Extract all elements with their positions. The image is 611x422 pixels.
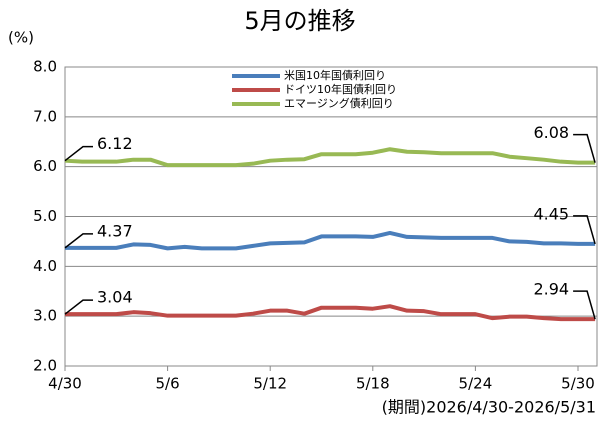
- data-label: 6.08: [533, 123, 569, 142]
- series-line: [64, 147, 596, 168]
- legend-label: ドイツ10年国債利回り: [284, 82, 397, 96]
- leader-line: [573, 290, 596, 320]
- x-tick-label: 5/30: [561, 375, 595, 393]
- legend-label: エマージング債利回り: [284, 96, 394, 110]
- x-tick-label: 4/30: [48, 375, 82, 393]
- plot-frame: [64, 66, 598, 367]
- y-tick-label: 5.0: [33, 207, 57, 225]
- x-tick-label: 5/18: [356, 375, 390, 393]
- y-tick-label: 8.0: [33, 58, 57, 76]
- x-tick-label: 5/12: [253, 375, 287, 393]
- y-tick-label: 4.0: [33, 257, 57, 275]
- chart-title: 5月の推移: [244, 7, 355, 35]
- y-tick-label: 3.0: [33, 307, 57, 325]
- y-tick-label: 6.0: [33, 157, 57, 175]
- data-label: 2.94: [533, 280, 569, 299]
- legend-label: 米国10年国債利回り: [284, 68, 386, 82]
- leader-line: [64, 233, 93, 249]
- leader-line: [64, 299, 93, 315]
- leader-line: [64, 145, 93, 162]
- data-label: 4.37: [97, 221, 133, 240]
- data-label: 6.12: [97, 134, 133, 153]
- y-tick-label: 2.0: [33, 357, 57, 375]
- series-line: [65, 230, 596, 251]
- leader-line: [573, 215, 596, 245]
- x-tick-label: 5/24: [459, 375, 493, 393]
- y-axis-label: (%): [8, 29, 34, 47]
- x-tick-label: 5/6: [156, 375, 180, 393]
- leader-line: [573, 133, 596, 163]
- data-label: 4.45: [533, 204, 569, 223]
- series-line: [65, 304, 596, 322]
- data-label: 3.04: [97, 288, 133, 307]
- y-tick-label: 7.0: [33, 107, 57, 125]
- footnote: (期間)2026/4/30-2026/5/31: [382, 398, 596, 417]
